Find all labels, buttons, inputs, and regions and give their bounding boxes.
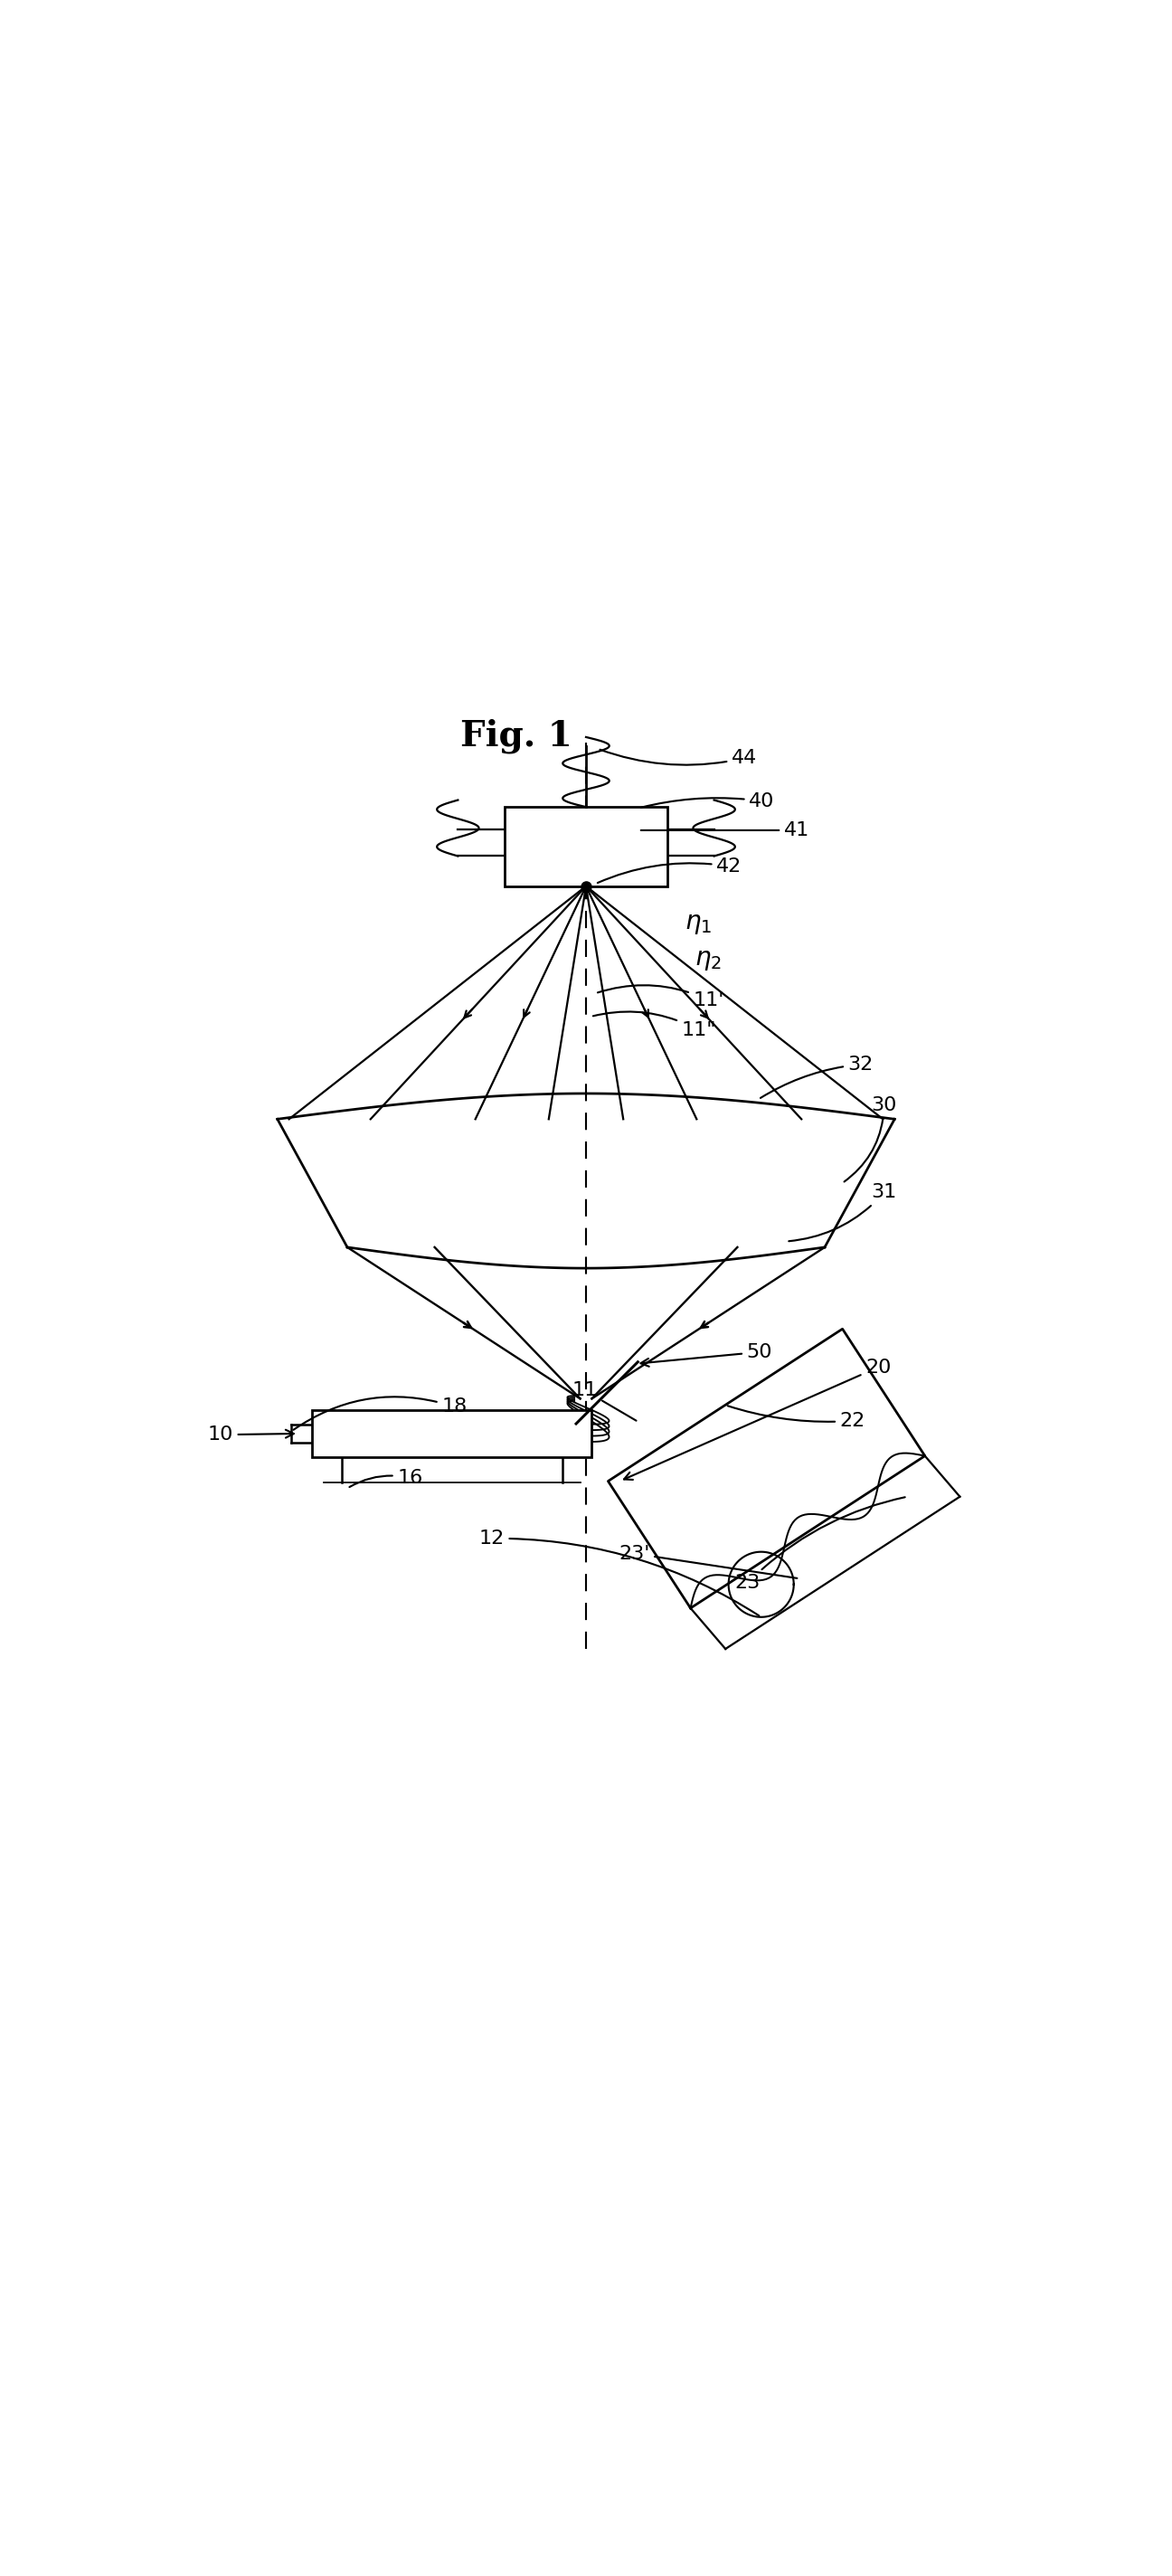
Text: 16: 16: [349, 1468, 423, 1486]
Text: 32: 32: [761, 1056, 873, 1097]
Text: $\eta_2$: $\eta_2$: [694, 948, 722, 974]
Text: 22: 22: [728, 1406, 865, 1430]
Text: 11": 11": [593, 1012, 716, 1041]
Text: 23: 23: [735, 1497, 905, 1592]
Text: 20: 20: [624, 1358, 891, 1479]
Text: 31: 31: [789, 1182, 897, 1242]
Text: 23': 23': [619, 1546, 797, 1579]
Text: 44: 44: [600, 750, 757, 768]
Text: 50: 50: [641, 1342, 772, 1365]
Text: 10: 10: [207, 1425, 294, 1443]
Bar: [504, 806, 668, 886]
Text: $\eta_1$: $\eta_1$: [684, 912, 713, 938]
Bar: [313, 1409, 592, 1458]
Text: 41: 41: [641, 822, 810, 840]
Text: 42: 42: [598, 858, 742, 884]
Text: 12: 12: [479, 1530, 759, 1615]
Text: 18: 18: [293, 1396, 468, 1430]
Text: Fig. 1: Fig. 1: [461, 719, 572, 752]
Text: 40: 40: [641, 791, 775, 811]
Text: 30: 30: [844, 1097, 897, 1182]
Text: 11: 11: [572, 1381, 636, 1422]
Text: 11': 11': [598, 984, 724, 1010]
